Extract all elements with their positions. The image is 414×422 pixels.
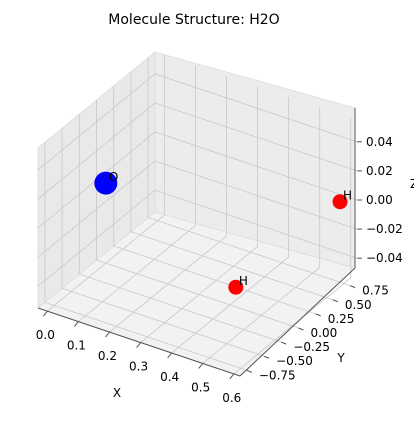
y-tick-label: −0.50 [276,354,313,368]
y-tick-mark [315,313,321,317]
x-tick-mark [198,363,204,369]
atom-o-0 [94,171,118,195]
y-grid-line [96,100,299,329]
y-tick-mark [349,285,356,289]
x-tick-mark [74,321,79,327]
y-tick-mark [298,327,304,331]
x-tick-label: 0.2 [98,349,117,363]
grid-lines [37,55,358,375]
tick-labels: 0.00.10.20.30.40.50.6−0.75−0.50−0.250.00… [36,135,403,405]
y-tick-label: 0.75 [362,284,389,298]
z-tick-label: −0.02 [366,222,403,236]
z-grid-line [37,189,358,287]
atom-h-1 [332,194,348,210]
z-grid-line [37,131,358,229]
y-axis-line [239,267,356,377]
x-grid-line [47,55,165,312]
y-tick-label: −0.25 [293,340,330,354]
x-tick-label: 0.5 [191,380,210,394]
atoms: O H H [94,170,352,295]
atom-label: H [343,189,352,203]
x-axis-label: X [113,386,121,400]
y-grid-line [130,71,334,301]
y-grid-line [113,85,316,315]
x-grid-line [140,86,258,343]
x-tick-mark [105,331,110,338]
z-tick-label: −0.04 [366,251,403,265]
x-grid-line [78,65,196,322]
x-tick-label: 0.4 [160,370,179,384]
y-tick-mark [246,369,253,373]
z-grid-line [37,102,358,200]
y-tick-mark [281,341,287,345]
z-grid-line [37,160,358,258]
z-tick-label: 0.04 [366,135,393,149]
y-tick-label: −0.75 [259,368,296,382]
x-tick-mark [167,352,173,359]
atom-h-2 [228,279,244,295]
y-tick-mark [263,355,270,359]
x-grid-line [171,96,290,354]
y-grid-line [44,142,248,371]
x-tick-label: 0.0 [36,328,55,342]
x-tick-label: 0.1 [67,339,86,353]
x-grid-line [202,107,321,364]
x-tick-label: 0.6 [222,391,241,405]
axis-lines [37,108,356,377]
y-grid-line [61,128,265,357]
x-grid-line [233,117,352,375]
x-tick-mark [42,310,48,317]
x-grid-line [109,76,227,333]
y-axis-label: Y [336,351,345,365]
atom-label: O [109,170,118,184]
atom-label: H [239,274,248,288]
z-tick-label: 0.02 [366,164,393,178]
y-tick-mark [332,299,339,303]
x-tick-label: 0.3 [129,360,148,374]
z-axis-label: Z [410,177,414,191]
axis-panes [37,51,356,377]
y-grid-line [147,57,351,287]
x-tick-mark [136,342,141,348]
y-tick-label: 0.50 [345,298,372,312]
y-grid-line [78,114,282,343]
z-grid-line [37,73,358,171]
x-tick-mark [229,373,235,380]
chart-title: Molecule Structure: H2O [108,12,279,28]
x-axis-line [37,307,241,377]
y-tick-label: 0.25 [328,312,355,326]
y-tick-label: 0.00 [311,326,338,340]
z-tick-label: 0.00 [366,193,393,207]
